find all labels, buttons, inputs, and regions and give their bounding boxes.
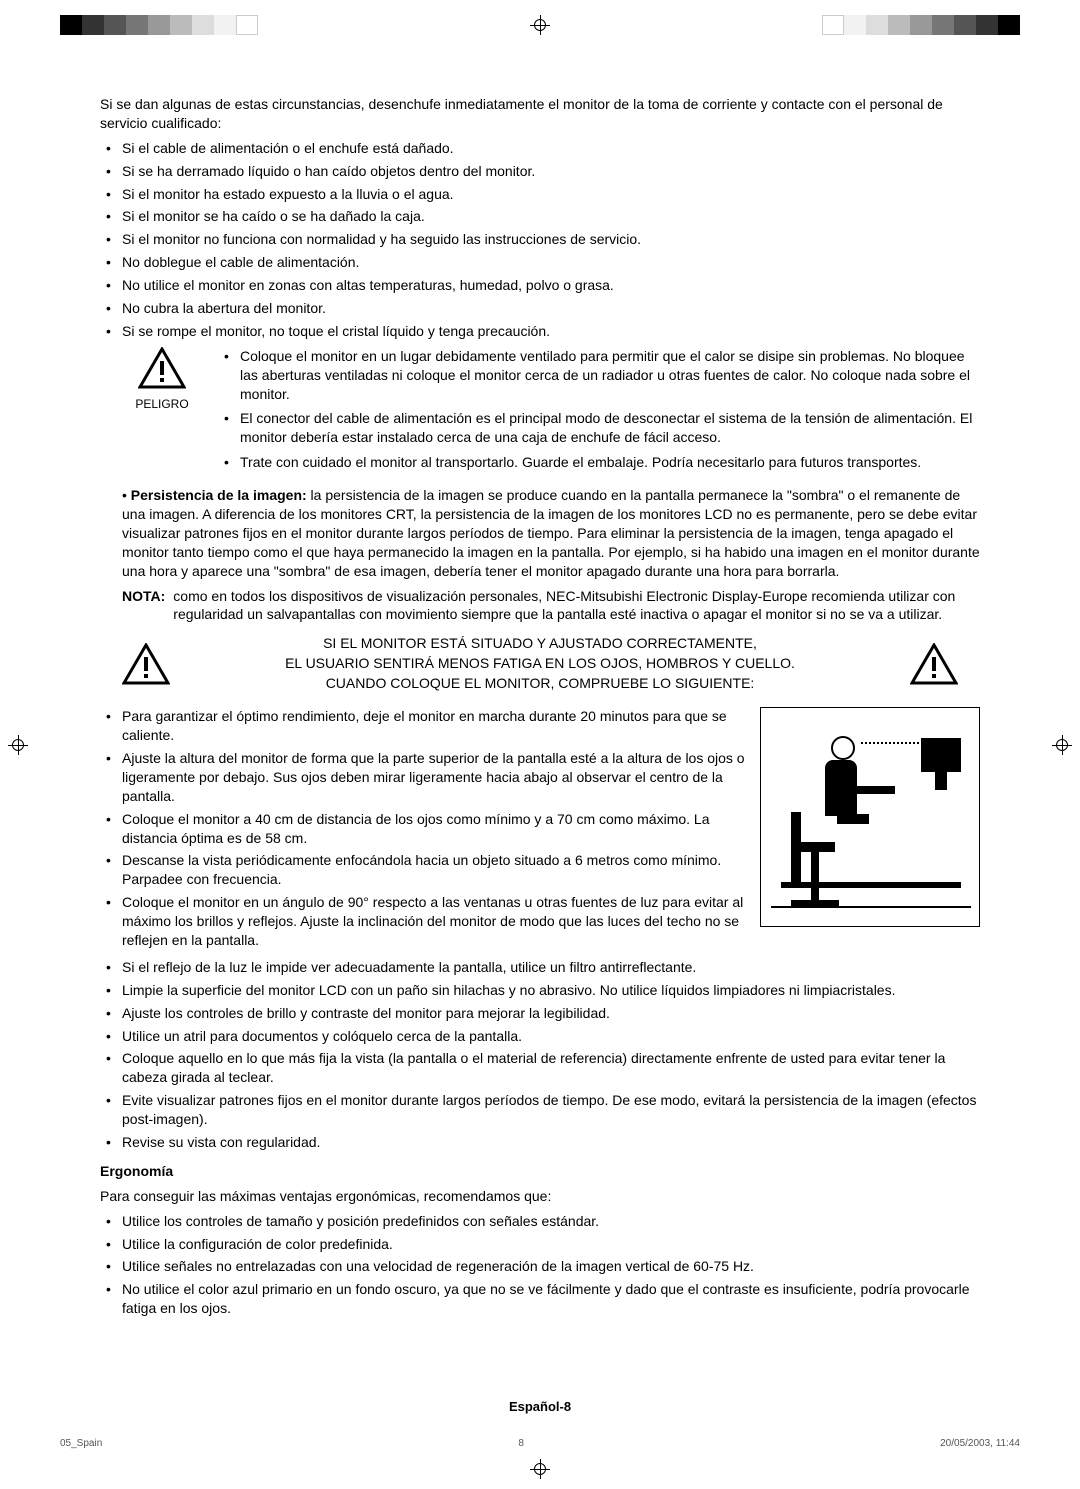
list-item: El conector del cable de alimentación es… — [218, 409, 980, 447]
page-content: Si se dan algunas de estas circunstancia… — [100, 95, 980, 1379]
footer-meta: 05_Spain 8 20/05/2003, 11:44 — [60, 1438, 1020, 1449]
ergonomic-figure — [760, 707, 980, 927]
list-item: Descanse la vista periódicamente enfocán… — [100, 851, 748, 889]
list-item: Coloque el monitor en un lugar debidamen… — [218, 347, 980, 404]
ergonomia-heading: Ergonomía — [100, 1162, 980, 1181]
list-item: Si se ha derramado líquido o han caído o… — [100, 162, 980, 181]
color-bar-right — [822, 15, 1020, 35]
list-item: Trate con cuidado el monitor al transpor… — [218, 453, 980, 472]
ergo-section: Para garantizar el óptimo rendimiento, d… — [100, 707, 980, 958]
footer-file: 05_Spain — [60, 1438, 102, 1449]
list-item: Utilice señales no entrelazadas con una … — [100, 1257, 980, 1276]
banner-line-3: CUANDO COLOQUE EL MONITOR, COMPRUEBE LO … — [190, 674, 890, 694]
registration-mark-left — [8, 735, 28, 755]
list-item: Utilice un atril para documentos y colóq… — [100, 1027, 980, 1046]
list-item: No utilice el monitor en zonas con altas… — [100, 276, 980, 295]
list-item: Si el cable de alimentación o el enchufe… — [100, 139, 980, 158]
caution-icon — [122, 643, 170, 685]
nota-body: como en todos los dispositivos de visual… — [173, 587, 980, 625]
nota-label: NOTA: — [122, 587, 165, 625]
ergo-bullets-full: Si el reflejo de la luz le impide ver ad… — [100, 958, 980, 1152]
banner-line-2: EL USUARIO SENTIRÁ MENOS FATIGA EN LOS O… — [190, 654, 890, 674]
color-bar-left — [60, 15, 258, 35]
list-item: Si el reflejo de la luz le impide ver ad… — [100, 958, 980, 977]
ergonomic-banner: SI EL MONITOR ESTÁ SITUADO Y AJUSTADO CO… — [122, 634, 958, 693]
list-item: Coloque aquello en lo que más fija la vi… — [100, 1049, 980, 1087]
ergo-bullets-wrapped: Para garantizar el óptimo rendimiento, d… — [100, 707, 748, 954]
list-item: Si el monitor ha estado expuesto a la ll… — [100, 185, 980, 204]
list-item: No doblegue el cable de alimentación. — [100, 253, 980, 272]
persist-lead: Persistencia de la imagen: — [131, 487, 307, 503]
nota-block: NOTA: como en todos los dispositivos de … — [100, 587, 980, 625]
banner-line-1: SI EL MONITOR ESTÁ SITUADO Y AJUSTADO CO… — [190, 634, 890, 654]
peligro-bullets: Coloque el monitor en un lugar debidamen… — [218, 347, 980, 478]
crop-marks-top — [0, 10, 1080, 40]
page-number: Español-8 — [0, 1399, 1080, 1414]
peligro-block: PELIGRO Coloque el monitor en un lugar d… — [122, 347, 980, 478]
list-item: Limpie la superficie del monitor LCD con… — [100, 981, 980, 1000]
ergonomia-bullets: Utilice los controles de tamaño y posici… — [100, 1212, 980, 1318]
registration-mark-right — [1052, 735, 1072, 755]
bullets-a: Si el cable de alimentación o el enchufe… — [100, 139, 980, 341]
list-item: Coloque el monitor a 40 cm de distancia … — [100, 810, 748, 848]
list-item: Ajuste los controles de brillo y contras… — [100, 1004, 980, 1023]
intro-text: Si se dan algunas de estas circunstancia… — [100, 95, 980, 133]
list-item: Revise su vista con regularidad. — [100, 1133, 980, 1152]
list-item: No cubra la abertura del monitor. — [100, 299, 980, 318]
list-item: Coloque el monitor en un ángulo de 90° r… — [100, 893, 748, 950]
caution-icon — [138, 347, 186, 389]
list-item: Si el monitor se ha caído o se ha dañado… — [100, 207, 980, 226]
list-item: Utilice los controles de tamaño y posici… — [100, 1212, 980, 1231]
list-item: No utilice el color azul primario en un … — [100, 1280, 980, 1318]
list-item: Ajuste la altura del monitor de forma qu… — [100, 749, 748, 806]
list-item: Si se rompe el monitor, no toque el cris… — [100, 322, 980, 341]
list-item: Para garantizar el óptimo rendimiento, d… — [100, 707, 748, 745]
registration-mark-top — [530, 15, 550, 35]
footer-page-num: 8 — [518, 1438, 524, 1449]
list-item: Utilice la configuración de color predef… — [100, 1235, 980, 1254]
list-item: Si el monitor no funciona con normalidad… — [100, 230, 980, 249]
ergonomia-intro: Para conseguir las máximas ventajas ergo… — [100, 1187, 980, 1206]
footer-date: 20/05/2003, 11:44 — [940, 1438, 1020, 1449]
persistencia-block: • Persistencia de la imagen: la persiste… — [100, 486, 980, 580]
registration-mark-bottom — [530, 1459, 550, 1479]
caution-icon — [910, 643, 958, 685]
peligro-label: PELIGRO — [122, 396, 202, 412]
list-item: Evite visualizar patrones fijos en el mo… — [100, 1091, 980, 1129]
